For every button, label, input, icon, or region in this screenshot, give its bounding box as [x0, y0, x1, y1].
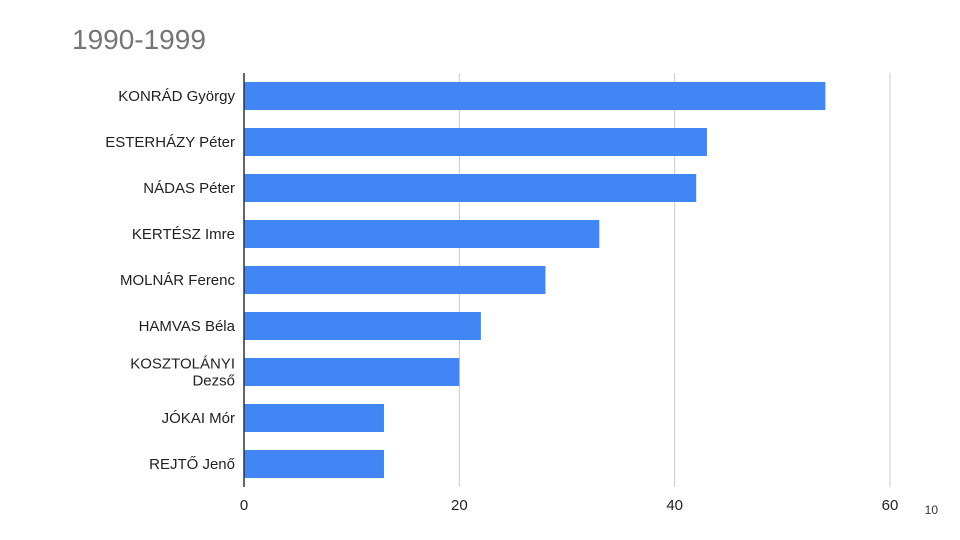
bar: [244, 128, 707, 156]
bar: [244, 266, 546, 294]
x-tick-label: 40: [666, 497, 683, 514]
category-labels: KONRÁD György ESTERHÁZY Péter NÁDAS Péter K…: [105, 88, 235, 473]
bar: [244, 450, 384, 478]
category-label: ESTERHÁZY Péter: [105, 134, 235, 151]
category-label: KOSZTOLÁNYI Dezső: [130, 356, 235, 390]
category-label: KERTÉSZ Imre: [132, 226, 235, 243]
bar: [244, 174, 697, 202]
category-label: KONRÁD György: [118, 88, 235, 105]
x-tick-label: 0: [240, 497, 248, 514]
category-label: HAMVAS Béla: [139, 318, 236, 335]
category-label: MOLNÁR Ferenc: [120, 272, 236, 289]
bar: [244, 220, 600, 248]
category-label: JÓKAI Mór: [162, 410, 235, 427]
bars: [244, 82, 826, 478]
bar: [244, 82, 826, 110]
bar: [244, 404, 384, 432]
slide-number: 10: [924, 503, 938, 517]
bar: [244, 358, 460, 386]
category-label: NÁDAS Péter: [143, 180, 235, 197]
x-tick-label: 60: [882, 497, 899, 514]
chart-title: 1990-1999: [72, 24, 206, 55]
bar: [244, 312, 481, 340]
x-tick-labels: 0 20 40 60: [240, 497, 899, 514]
x-tick-label: 20: [451, 497, 468, 514]
category-label: REJTŐ Jenő: [149, 456, 235, 473]
